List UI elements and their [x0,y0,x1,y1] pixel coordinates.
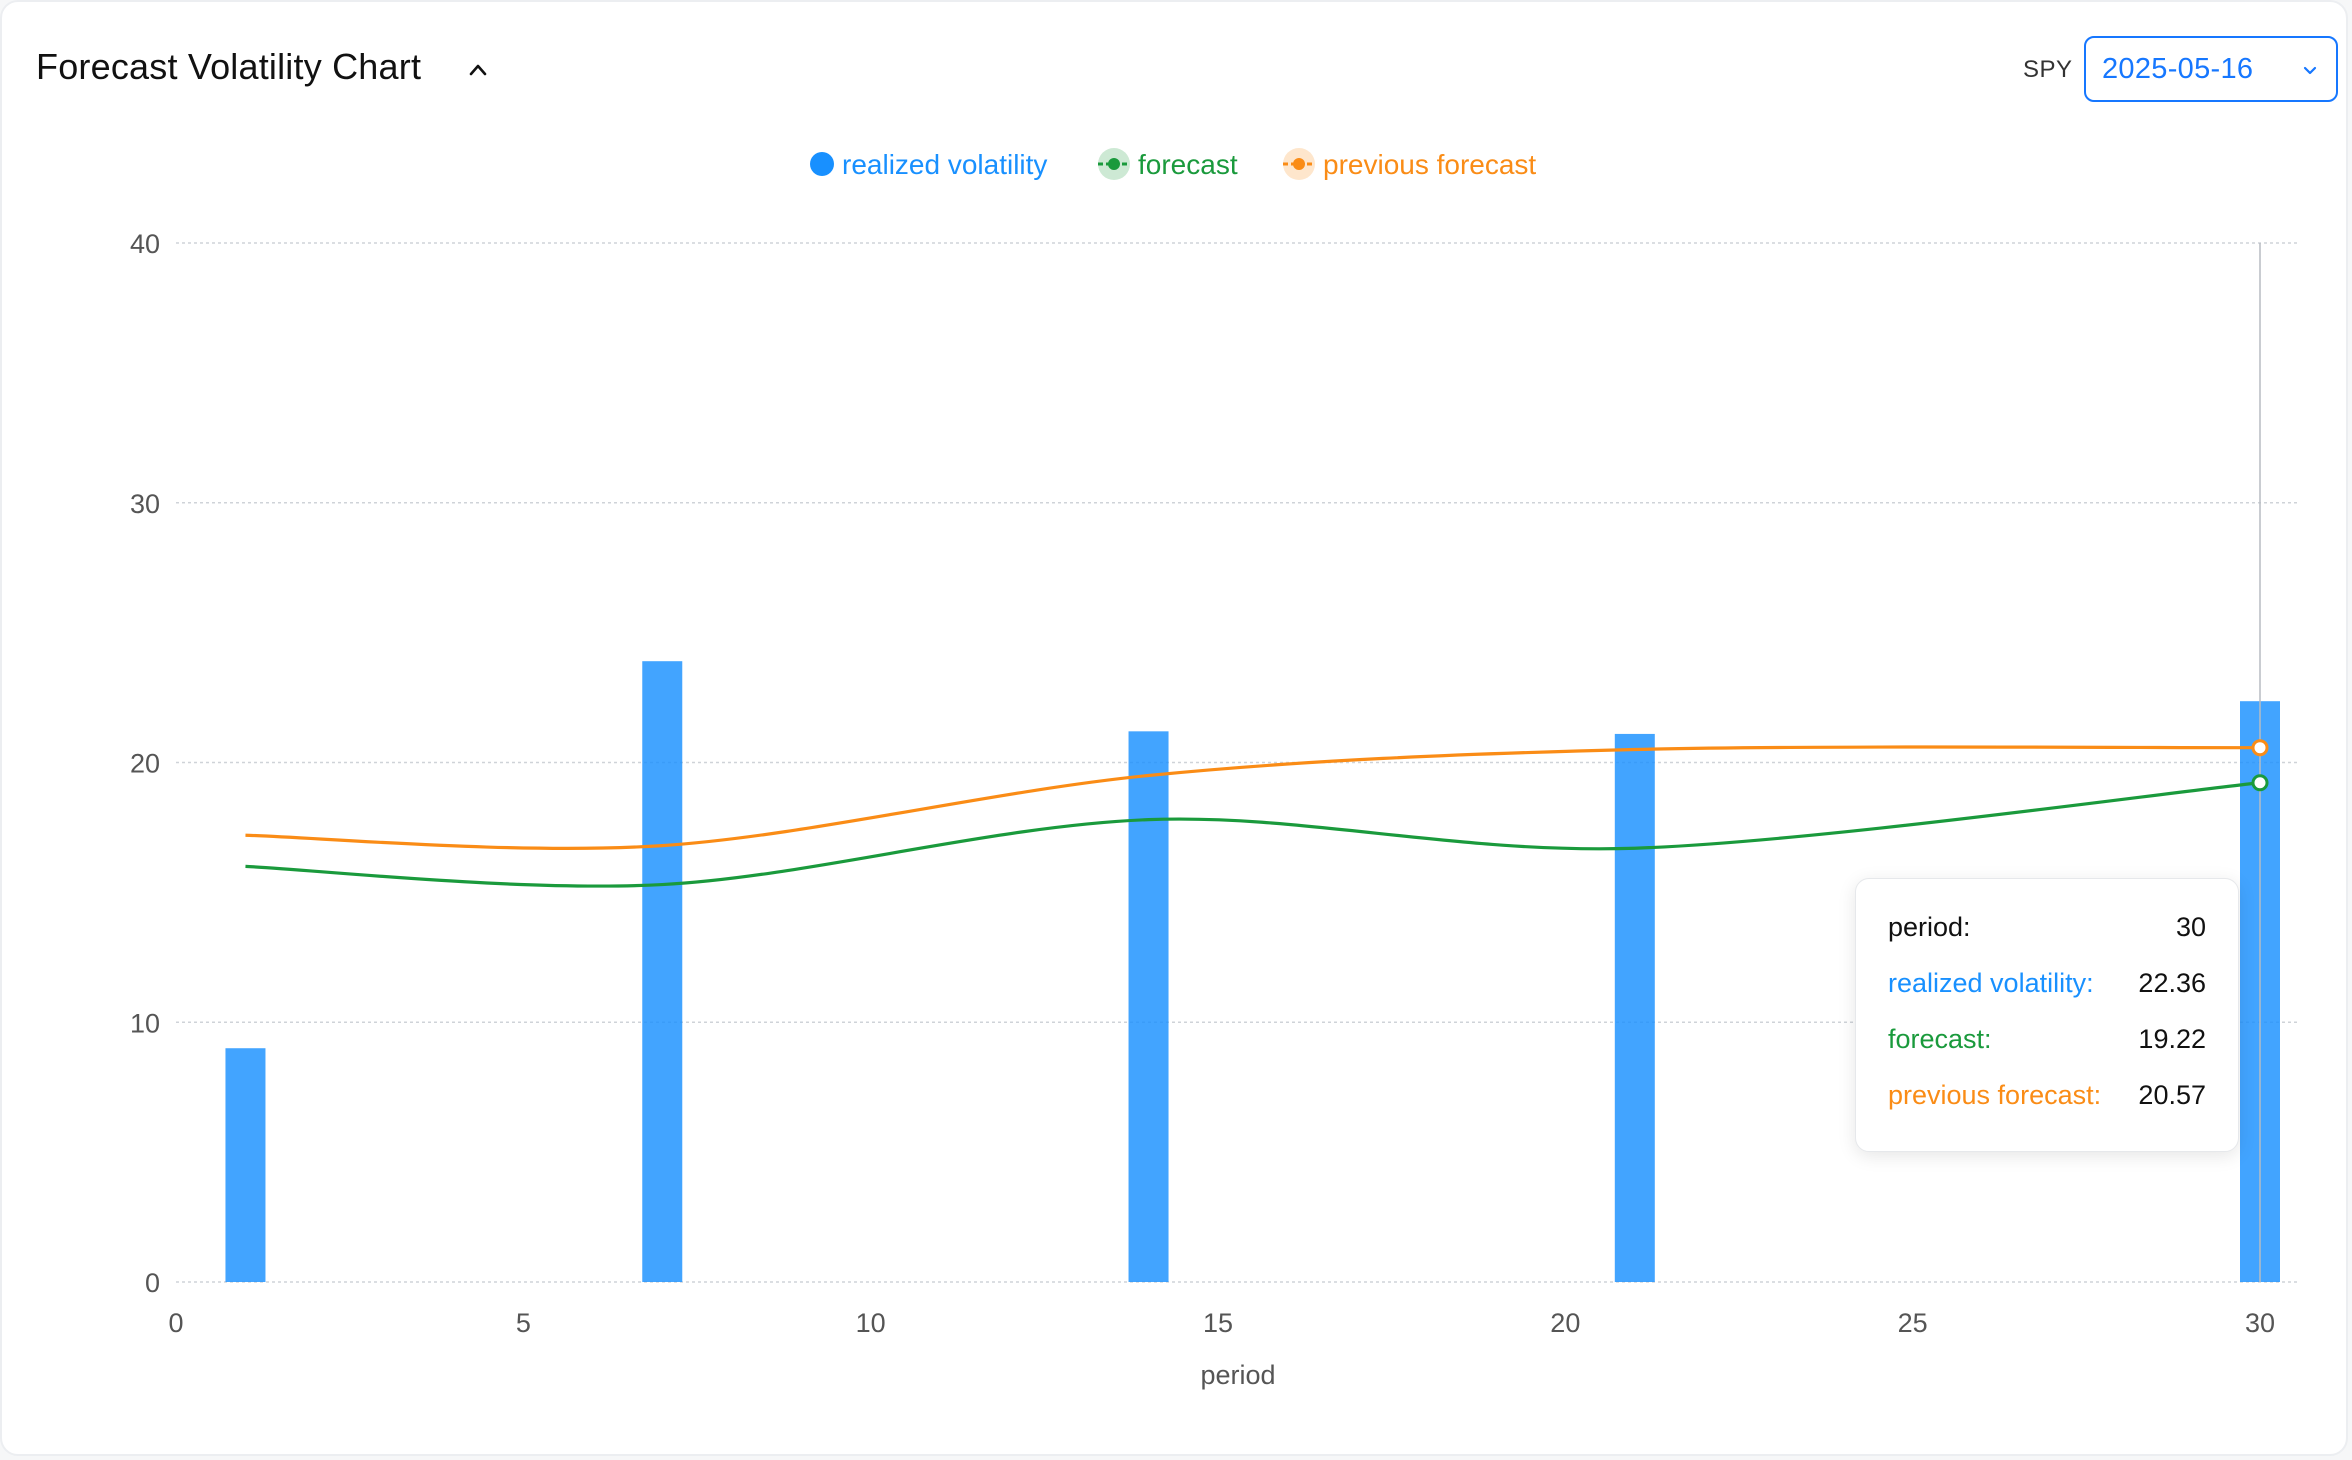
ticker-label: SPY [2023,56,2073,83]
x-tick-label: 10 [856,1308,886,1338]
date-select-value: 2025-05-16 [2102,53,2254,85]
series-line [245,745,2261,850]
legend-item: previous forecast [1283,148,1536,180]
chart-tooltip: period: 30 realized volatility: 22.36 foreca… [1855,878,2239,1152]
legend-marker-dot [1108,158,1120,170]
chevron-down-icon [2303,66,2317,75]
chevron-up-icon [469,64,487,76]
card-header: Forecast Volatility Chart SPY [36,42,2346,102]
legend-label: forecast [1138,149,1238,180]
y-tick-label: 30 [130,489,160,519]
tooltip-value: 22.36 [2138,967,2206,998]
tooltip-label: realized volatility: [1888,967,2094,998]
bar-realized-volatility [642,661,683,1282]
tooltip-label: previous forecast: [1888,1079,2102,1110]
tooltip-row: realized volatility: 22.36 [1888,955,2206,1011]
collapse-button[interactable] [456,48,500,92]
active-point [2251,774,2269,792]
series-line [245,781,2261,888]
tooltip-row: previous forecast: 20.57 [1888,1067,2206,1123]
legend-label: previous forecast [1323,149,1536,180]
tooltip-row: period: 30 [1888,899,2206,955]
date-select[interactable]: 2025-05-16 [2084,36,2338,102]
x-tick-label: 30 [2245,1308,2275,1338]
y-tick-label: 20 [130,749,160,779]
y-tick-label: 0 [145,1268,160,1298]
chart-title: Forecast Volatility Chart [36,46,422,87]
tooltip-label: period: [1888,911,1971,942]
x-tick-label: 25 [1898,1308,1928,1338]
bar-realized-volatility [225,1048,266,1282]
y-tick-label: 40 [130,229,160,259]
legend-item: realized volatility [810,149,1047,180]
x-tick-label: 5 [516,1308,531,1338]
y-tick-label: 10 [130,1008,160,1038]
tooltip-row: forecast: 19.22 [1888,1011,2206,1067]
tooltip-value: 30 [2175,911,2206,942]
legend-label: realized volatility [842,149,1047,180]
x-tick-label: 20 [1550,1308,1580,1338]
tooltip-label: forecast: [1888,1023,1992,1054]
tooltip-value: 20.57 [2138,1079,2206,1110]
x-tick-label: 0 [168,1308,183,1338]
legend-marker [810,152,834,176]
legend-item: forecast [1098,148,1238,180]
bar-realized-volatility [1614,733,1655,1282]
tooltip-value: 19.22 [2138,1023,2206,1054]
active-point [2251,739,2269,757]
legend-marker-dot [1293,158,1305,170]
bar-realized-volatility [1128,731,1169,1282]
x-axis-title: period [1200,1360,1275,1390]
x-tick-label: 15 [1203,1308,1233,1338]
